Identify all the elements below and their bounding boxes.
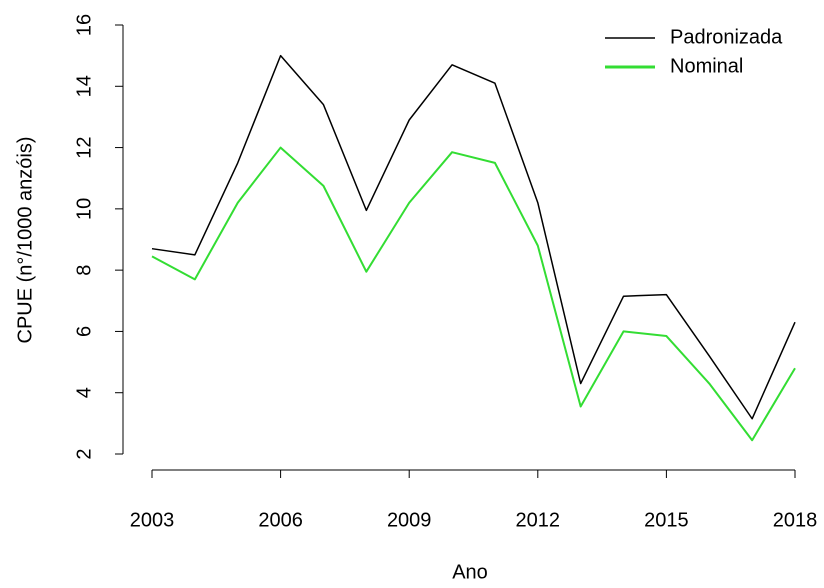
x-tick-label: 2006 [258, 509, 303, 531]
series-line [151, 54, 796, 420]
y-tick-label: 8 [73, 265, 95, 276]
y-axis-title: CPUE (n°/1000 anzóis) [14, 137, 36, 344]
y-tick-label: 10 [73, 198, 95, 220]
legend-label: Padronizada [670, 26, 783, 48]
legend-label: Nominal [670, 55, 743, 77]
x-axis-title: Ano [452, 561, 488, 583]
y-tick-label: 12 [73, 136, 95, 158]
y-tick-label: 4 [73, 387, 95, 398]
y-tick-label: 6 [73, 326, 95, 337]
x-tick-label: 2009 [387, 509, 432, 531]
y-tick-label: 16 [73, 14, 95, 36]
x-tick-label: 2003 [130, 509, 175, 531]
y-tick-label: 14 [73, 75, 95, 97]
series-line [151, 146, 796, 442]
y-tick-label: 2 [73, 448, 95, 459]
x-tick-label: 2015 [644, 509, 689, 531]
x-tick-label: 2012 [516, 509, 561, 531]
x-tick-label: 2018 [773, 509, 818, 531]
